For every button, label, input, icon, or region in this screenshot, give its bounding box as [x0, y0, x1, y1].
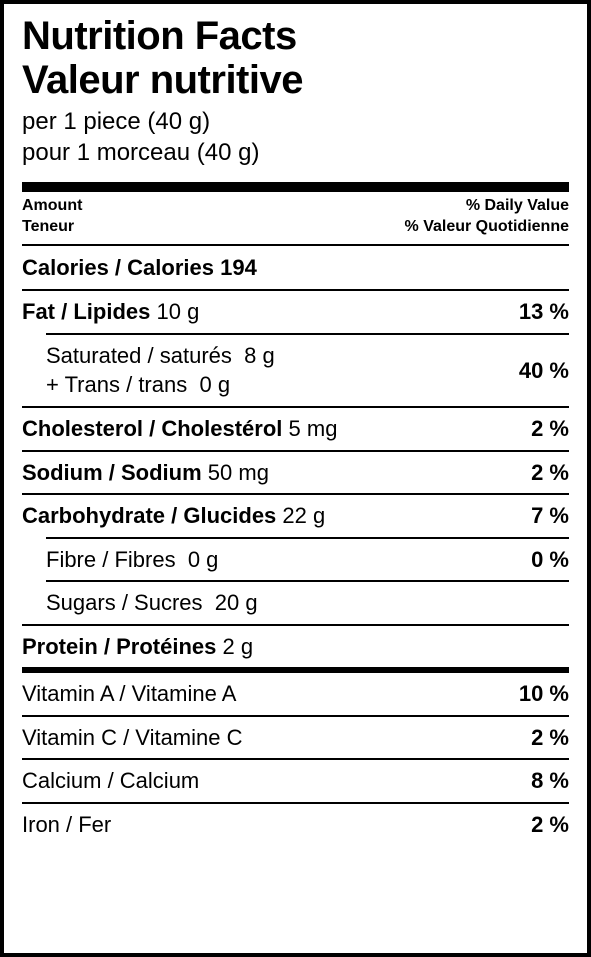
row-carb: Carbohydrate / Glucides 22 g 7 %	[22, 495, 569, 537]
title-fr: Valeur nutritive	[22, 58, 569, 102]
rule-thick-top	[22, 182, 569, 192]
row-calories: Calories / Calories 194	[22, 246, 569, 290]
sat-trans-pct: 40 %	[519, 357, 569, 385]
nutrition-facts-panel: Nutrition Facts Valeur nutritive per 1 p…	[0, 0, 591, 957]
title-en: Nutrition Facts	[22, 14, 569, 58]
carb-label: Carbohydrate / Glucides 22 g	[22, 502, 325, 530]
header-left: AmountTeneur	[22, 196, 82, 238]
iron-pct: 2 %	[531, 811, 569, 839]
row-vitamin-a: Vitamin A / Vitamine A 10 %	[22, 673, 569, 715]
iron-label: Iron / Fer	[22, 811, 111, 839]
calories-label: Calories / Calories 194	[22, 254, 257, 282]
sugars-label: Sugars / Sucres 20 g	[46, 589, 258, 617]
serving-en: per 1 piece (40 g)	[22, 106, 569, 137]
row-iron: Iron / Fer 2 %	[22, 804, 569, 846]
vitamin-a-label: Vitamin A / Vitamine A	[22, 680, 236, 708]
header-row: AmountTeneur % Daily Value% Valeur Quoti…	[22, 192, 569, 244]
vitamin-c-pct: 2 %	[531, 724, 569, 752]
row-protein: Protein / Protéines 2 g	[22, 626, 569, 668]
cholesterol-pct: 2 %	[531, 415, 569, 443]
serving-fr: pour 1 morceau (40 g)	[22, 137, 569, 168]
calcium-label: Calcium / Calcium	[22, 767, 199, 795]
protein-label: Protein / Protéines 2 g	[22, 633, 253, 661]
carb-pct: 7 %	[531, 502, 569, 530]
cholesterol-label: Cholesterol / Cholestérol 5 mg	[22, 415, 337, 443]
vitamin-a-pct: 10 %	[519, 680, 569, 708]
sodium-pct: 2 %	[531, 459, 569, 487]
row-sat-trans: Saturated / saturés 8 g + Trans / trans …	[22, 335, 569, 406]
row-fibre: Fibre / Fibres 0 g 0 %	[22, 539, 569, 581]
sodium-label: Sodium / Sodium 50 mg	[22, 459, 269, 487]
row-sodium: Sodium / Sodium 50 mg 2 %	[22, 452, 569, 494]
fat-label: Fat / Lipides 10 g	[22, 298, 199, 326]
fibre-pct: 0 %	[531, 546, 569, 574]
header-right: % Daily Value% Valeur Quotidienne	[405, 196, 569, 238]
fat-pct: 13 %	[519, 298, 569, 326]
row-calcium: Calcium / Calcium 8 %	[22, 760, 569, 802]
fibre-label: Fibre / Fibres 0 g	[46, 546, 218, 574]
row-sugars: Sugars / Sucres 20 g	[22, 582, 569, 624]
row-fat: Fat / Lipides 10 g 13 %	[22, 291, 569, 333]
row-cholesterol: Cholesterol / Cholestérol 5 mg 2 %	[22, 408, 569, 450]
calcium-pct: 8 %	[531, 767, 569, 795]
row-vitamin-c: Vitamin C / Vitamine C 2 %	[22, 717, 569, 759]
vitamin-c-label: Vitamin C / Vitamine C	[22, 724, 243, 752]
sat-trans-label: Saturated / saturés 8 g + Trans / trans …	[46, 342, 275, 399]
